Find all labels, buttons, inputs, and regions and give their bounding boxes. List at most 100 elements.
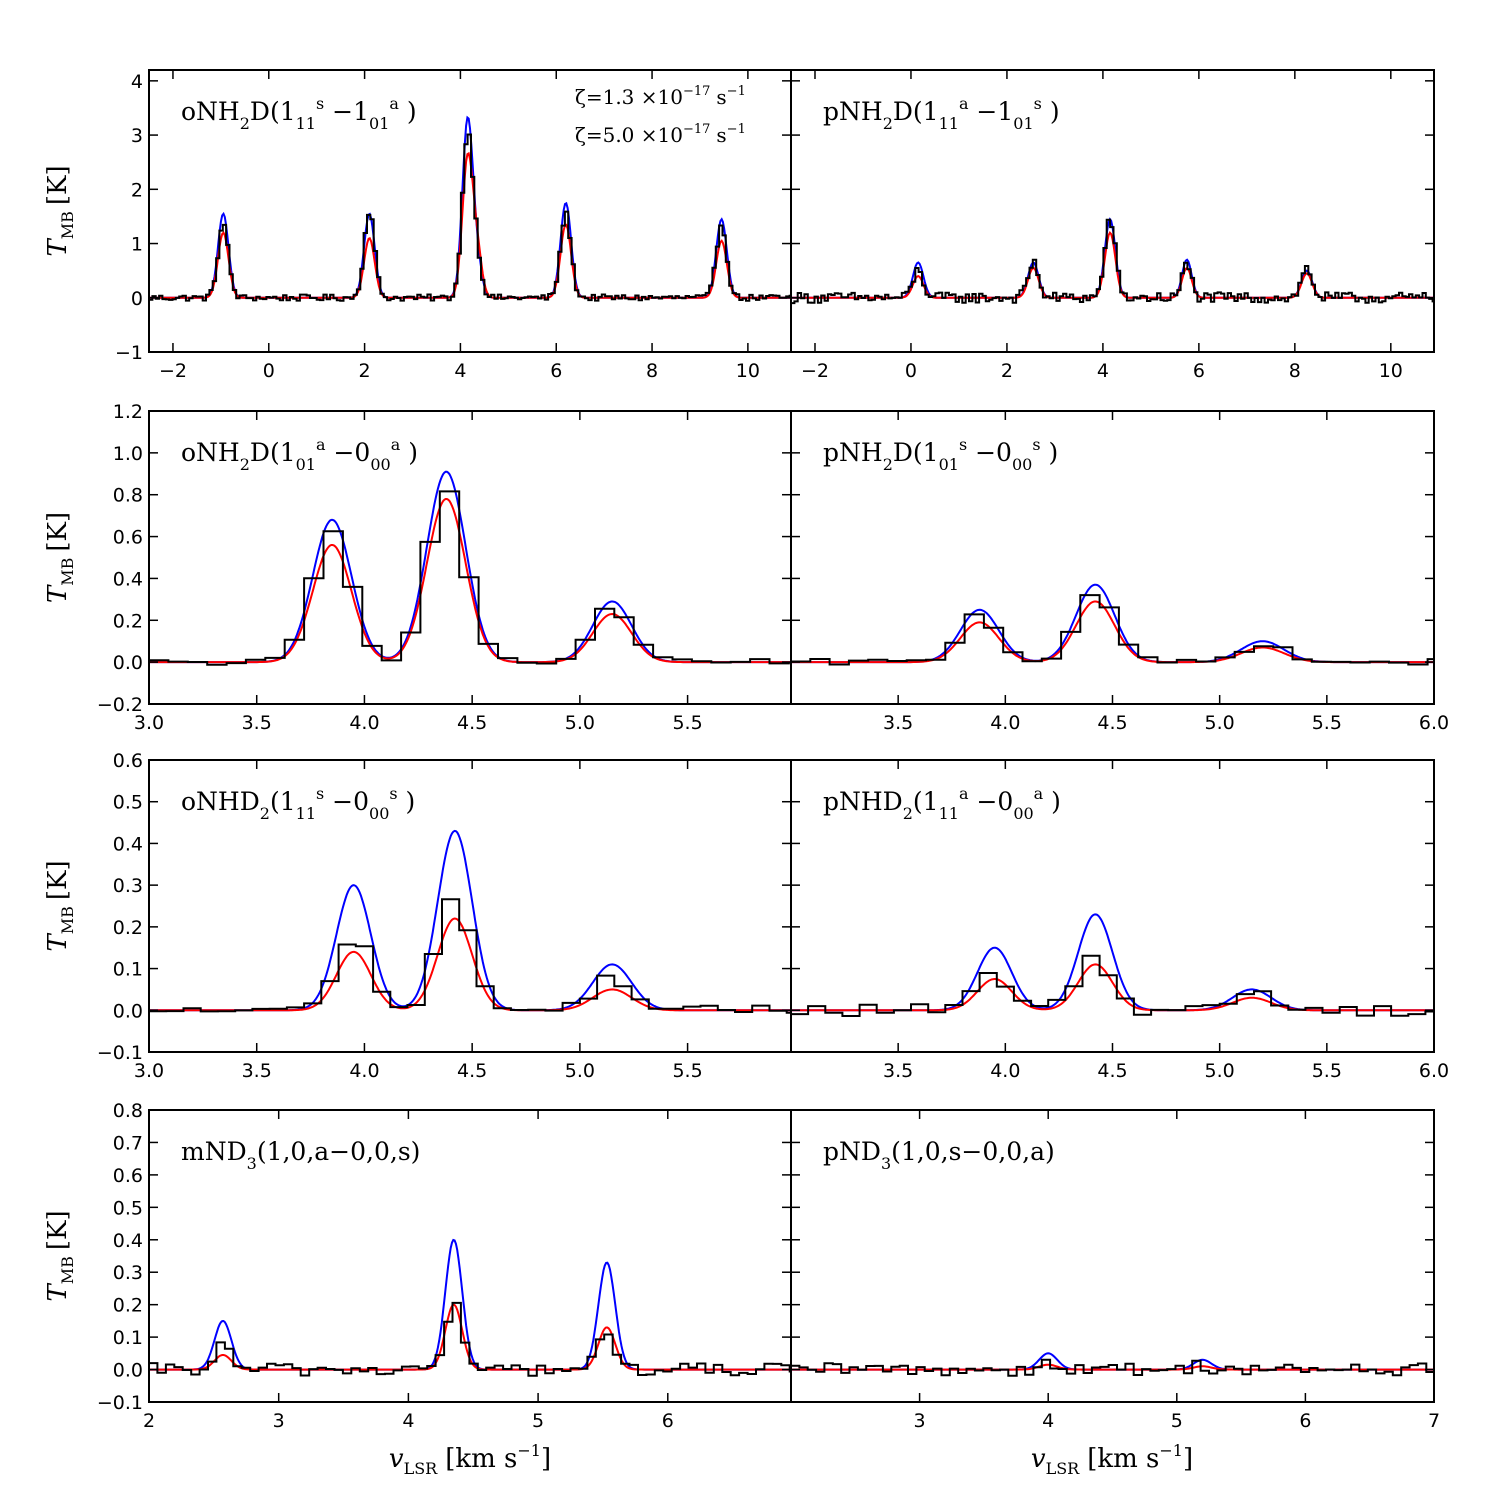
observed-spectrum bbox=[791, 1358, 1434, 1377]
panel-label-part: s bbox=[316, 94, 324, 113]
panel-label-part: oNH bbox=[181, 438, 240, 467]
x-tick-label: 2 bbox=[359, 360, 371, 382]
x-tick-label: 5.5 bbox=[1312, 1060, 1342, 1082]
panel-label-part: a bbox=[316, 435, 326, 454]
x-tick-label: 6 bbox=[1193, 360, 1205, 382]
panel-label-part: pNH bbox=[823, 438, 883, 467]
panel-1-0: 3.0 3.5 4.0 4.5 5.0 5.5 −0.2 0.0 0.2 0.4 0.6 0.8 1.0… bbox=[43, 401, 792, 734]
model-curve-zeta-1.3 bbox=[791, 583, 1434, 664]
x-tick-label: 4.5 bbox=[1097, 712, 1127, 734]
panel-label-part: pNHD bbox=[823, 787, 903, 816]
y-tick-label: 1.0 bbox=[113, 443, 143, 465]
x-tick-label: 5.0 bbox=[565, 1060, 595, 1082]
panel-label: pNHD2(111a −000a ) bbox=[823, 784, 1061, 823]
x-tick-label: 3 bbox=[273, 1410, 285, 1432]
x-tick-label: 2 bbox=[1001, 360, 1013, 382]
x-tick-label: 0 bbox=[263, 360, 275, 382]
x-tick-label: 3.5 bbox=[883, 712, 913, 734]
panel-label-part: ) bbox=[1042, 97, 1060, 126]
panel-label-part: 2 bbox=[260, 804, 270, 823]
x-tick-label: 4.5 bbox=[457, 1060, 487, 1082]
x-tick-label: 6.0 bbox=[1419, 1060, 1449, 1082]
x-axis-title-right: vLSR [km s−1] bbox=[1031, 1441, 1193, 1478]
panel-label-part: ) bbox=[400, 438, 418, 467]
model-curve-zeta-5.0 bbox=[791, 963, 1434, 1012]
panel-label-part: 01 bbox=[1013, 114, 1033, 133]
plot-area bbox=[149, 829, 791, 1014]
y-axis-title-symbol: T bbox=[43, 933, 73, 952]
panel-label-part: −0 bbox=[969, 787, 1014, 816]
x-tick-label: 5.0 bbox=[1205, 1060, 1235, 1082]
panel-label-part: s bbox=[959, 435, 967, 454]
y-tick-label: 0.0 bbox=[113, 1000, 143, 1022]
x-tick-label: 10 bbox=[1379, 360, 1403, 382]
y-tick-label: 0.1 bbox=[113, 1327, 143, 1349]
legend-entry-zeta-1.3: ζ=1.3 ×10−17 s−1 bbox=[575, 84, 746, 109]
y-axis-title-unit: [K] bbox=[43, 512, 73, 552]
y-tick-label: 0.2 bbox=[113, 610, 143, 632]
y-tick-label: 0.8 bbox=[113, 1100, 143, 1122]
observed-spectrum bbox=[791, 954, 1434, 1017]
panel-label-part: oNHD bbox=[181, 787, 260, 816]
y-tick-label: 1.2 bbox=[113, 401, 143, 423]
panel-label-part: ) bbox=[1043, 787, 1061, 816]
panel-label-part: 11 bbox=[939, 114, 959, 133]
panel-label-part: 2 bbox=[903, 804, 913, 823]
y-axis-title: TMB [K] bbox=[43, 1210, 77, 1301]
panel-label: pNH2D(111a −101s ) bbox=[823, 94, 1060, 133]
panel-label-part: D(1 bbox=[893, 97, 939, 126]
panel-frame bbox=[790, 69, 1435, 353]
x-tick-label: 5.5 bbox=[672, 712, 702, 734]
y-axis-title: TMB [K] bbox=[43, 165, 77, 256]
panel-label-part: −1 bbox=[968, 97, 1013, 126]
panel-label-part: −1 bbox=[324, 97, 369, 126]
y-tick-label: 4 bbox=[131, 71, 143, 93]
panel-label-part: D(1 bbox=[250, 97, 296, 126]
x-tick-label: 3 bbox=[914, 1410, 926, 1432]
x-tick-label: 8 bbox=[1289, 360, 1301, 382]
x-tick-label: 4.5 bbox=[457, 712, 487, 734]
panel-label-part: ) bbox=[399, 97, 417, 126]
observed-spectrum bbox=[149, 490, 791, 666]
x-tick-label: 4 bbox=[1097, 360, 1109, 382]
panel-label-part: a bbox=[389, 94, 399, 113]
panel-label-part: 01 bbox=[939, 455, 959, 474]
panel-label-part: pNH bbox=[823, 97, 883, 126]
observed-spectrum bbox=[149, 898, 791, 1014]
y-tick-label: 0.0 bbox=[113, 652, 143, 674]
y-tick-label: 0.2 bbox=[113, 917, 143, 939]
panel-label-part: 11 bbox=[296, 804, 316, 823]
y-tick-label: 0.4 bbox=[113, 1230, 143, 1252]
panel-label-part: D(1 bbox=[250, 438, 296, 467]
x-tick-label: 6.0 bbox=[1419, 712, 1449, 734]
plot-area bbox=[791, 217, 1434, 305]
y-tick-label: −0.1 bbox=[97, 1392, 143, 1414]
panel-frame bbox=[148, 69, 792, 353]
y-tick-label: 0.3 bbox=[113, 1262, 143, 1284]
y-tick-label: 0.2 bbox=[113, 1295, 143, 1317]
x-tick-label: 5.5 bbox=[672, 1060, 702, 1082]
panel-label-part: a bbox=[959, 94, 969, 113]
x-tick-label: 4 bbox=[402, 1410, 414, 1432]
x-tick-label: 4.0 bbox=[349, 712, 379, 734]
x-tick-label: 6 bbox=[1299, 1410, 1311, 1432]
x-tick-label: 4.5 bbox=[1097, 1060, 1127, 1082]
panel-label-part: 2 bbox=[240, 114, 250, 133]
y-tick-label: 0.3 bbox=[113, 875, 143, 897]
x-tick-label: 0 bbox=[905, 360, 917, 382]
panel-label-part: 3 bbox=[247, 1154, 257, 1173]
y-tick-label: −0.2 bbox=[97, 694, 143, 716]
plot-area bbox=[149, 1238, 791, 1377]
panel-label: mND3(1,0,a−0,0,s) bbox=[181, 1137, 420, 1173]
y-axis-title-sub: MB bbox=[58, 211, 77, 239]
panel-label-part: a bbox=[391, 435, 401, 454]
y-tick-label: 0.5 bbox=[113, 1197, 143, 1219]
panel-label-part: 2 bbox=[883, 455, 893, 474]
panel-label-part: ) bbox=[398, 787, 416, 816]
x-tick-label: 3.5 bbox=[883, 1060, 913, 1082]
